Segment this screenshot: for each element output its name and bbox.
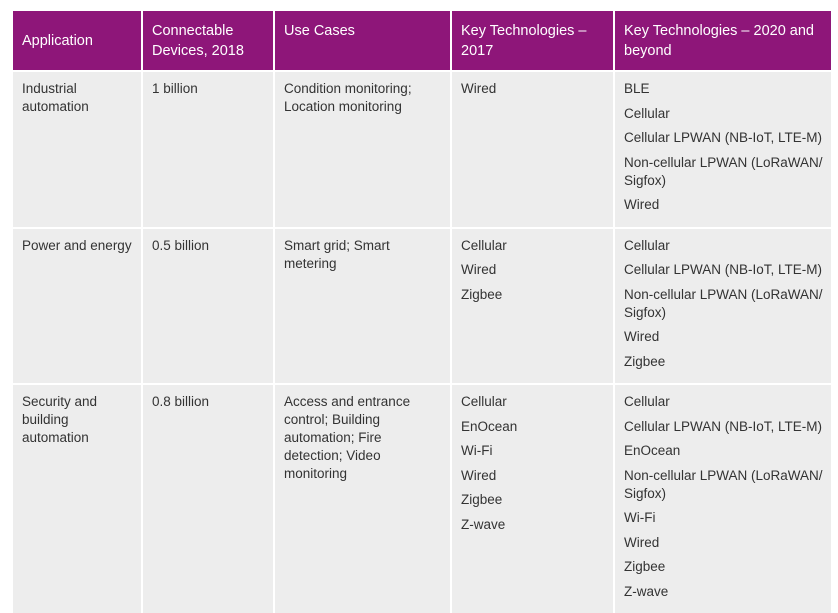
tech-item: Wired bbox=[461, 81, 497, 96]
tech-item: Wired bbox=[461, 467, 497, 483]
table-row: Security and building automation 0.8 bil… bbox=[13, 383, 831, 613]
tech-item: Cellular bbox=[624, 394, 670, 409]
cell-tech-2017: Cellular EnOcean Wi-Fi Wired Zigbee Z-wa… bbox=[451, 383, 615, 613]
tech-item: EnOcean bbox=[624, 443, 681, 458]
tech-item: Wired bbox=[624, 197, 660, 212]
tech-item: Zigbee bbox=[624, 559, 666, 574]
cell-tech-2017: Wired bbox=[451, 70, 615, 228]
cell-use-cases: Condition monitoring; Location monitorin… bbox=[274, 70, 452, 228]
cell-application: Power and energy bbox=[13, 226, 143, 384]
tech-item: Cellular LPWAN (NB-IoT, LTE-M) bbox=[624, 418, 823, 434]
tech-item: EnOcean bbox=[461, 418, 518, 434]
cell-devices: 0.5 billion bbox=[142, 226, 275, 384]
cell-application: Security and building automation bbox=[13, 383, 143, 613]
iot-applications-table-container: Application Connectable Devices, 2018 Us… bbox=[13, 11, 831, 613]
tech-item: Non-cellular LPWAN (LoRaWAN/ Sigfox) bbox=[624, 286, 823, 320]
cell-devices: 1 billion bbox=[142, 70, 275, 228]
tech-item: Cellular LPWAN (NB-IoT, LTE-M) bbox=[624, 130, 823, 145]
tech-item: Non-cellular LPWAN (LoRaWAN/ Sigfox) bbox=[624, 154, 823, 188]
tech-item: Wired bbox=[461, 262, 497, 277]
tech-item: Z-wave bbox=[624, 583, 669, 599]
header-application: Application bbox=[13, 11, 143, 71]
table-header-row: Application Connectable Devices, 2018 Us… bbox=[13, 11, 831, 71]
header-key-technologies-2020: Key Technologies – 2020 and beyond bbox=[614, 11, 831, 71]
header-key-technologies-2017: Key Technologies – 2017 bbox=[451, 11, 615, 71]
tech-item: BLE bbox=[624, 81, 650, 96]
cell-application: Industrial automation bbox=[13, 70, 143, 228]
tech-item: Cellular bbox=[624, 105, 670, 121]
tech-item: Wired bbox=[624, 329, 660, 344]
tech-item: Zigbee bbox=[461, 286, 503, 302]
table-row: Power and energy 0.5 billion Smart grid;… bbox=[13, 226, 831, 384]
cell-tech-2017: Cellular Wired Zigbee bbox=[451, 226, 615, 384]
tech-item: Cellular LPWAN (NB-IoT, LTE-M) bbox=[624, 262, 823, 277]
tech-item: Z-wave bbox=[461, 516, 506, 532]
table-row: Industrial automation 1 billion Conditio… bbox=[13, 70, 831, 228]
iot-applications-table: Application Connectable Devices, 2018 Us… bbox=[13, 11, 831, 613]
tech-item: Zigbee bbox=[624, 353, 666, 369]
tech-item: Wi-Fi bbox=[624, 510, 656, 525]
header-use-cases: Use Cases bbox=[274, 11, 452, 71]
tech-item: Wi-Fi bbox=[461, 443, 493, 458]
cell-devices: 0.8 billion bbox=[142, 383, 275, 613]
tech-item: Non-cellular LPWAN (LoRaWAN/ Sigfox) bbox=[624, 467, 823, 501]
cell-tech-2020: Cellular Cellular LPWAN (NB-IoT, LTE-M) … bbox=[614, 226, 831, 384]
cell-use-cases: Smart grid; Smart metering bbox=[274, 226, 452, 384]
tech-item: Cellular bbox=[461, 394, 507, 409]
header-connectable-devices: Connectable Devices, 2018 bbox=[142, 11, 275, 71]
tech-item: Cellular bbox=[624, 237, 670, 253]
cell-use-cases: Access and entrance control; Building au… bbox=[274, 383, 452, 613]
tech-item: Cellular bbox=[461, 237, 507, 253]
cell-tech-2020: BLE Cellular Cellular LPWAN (NB-IoT, LTE… bbox=[614, 70, 831, 228]
tech-item: Wired bbox=[624, 534, 660, 550]
tech-item: Zigbee bbox=[461, 492, 503, 507]
cell-tech-2020: Cellular Cellular LPWAN (NB-IoT, LTE-M) … bbox=[614, 383, 831, 613]
